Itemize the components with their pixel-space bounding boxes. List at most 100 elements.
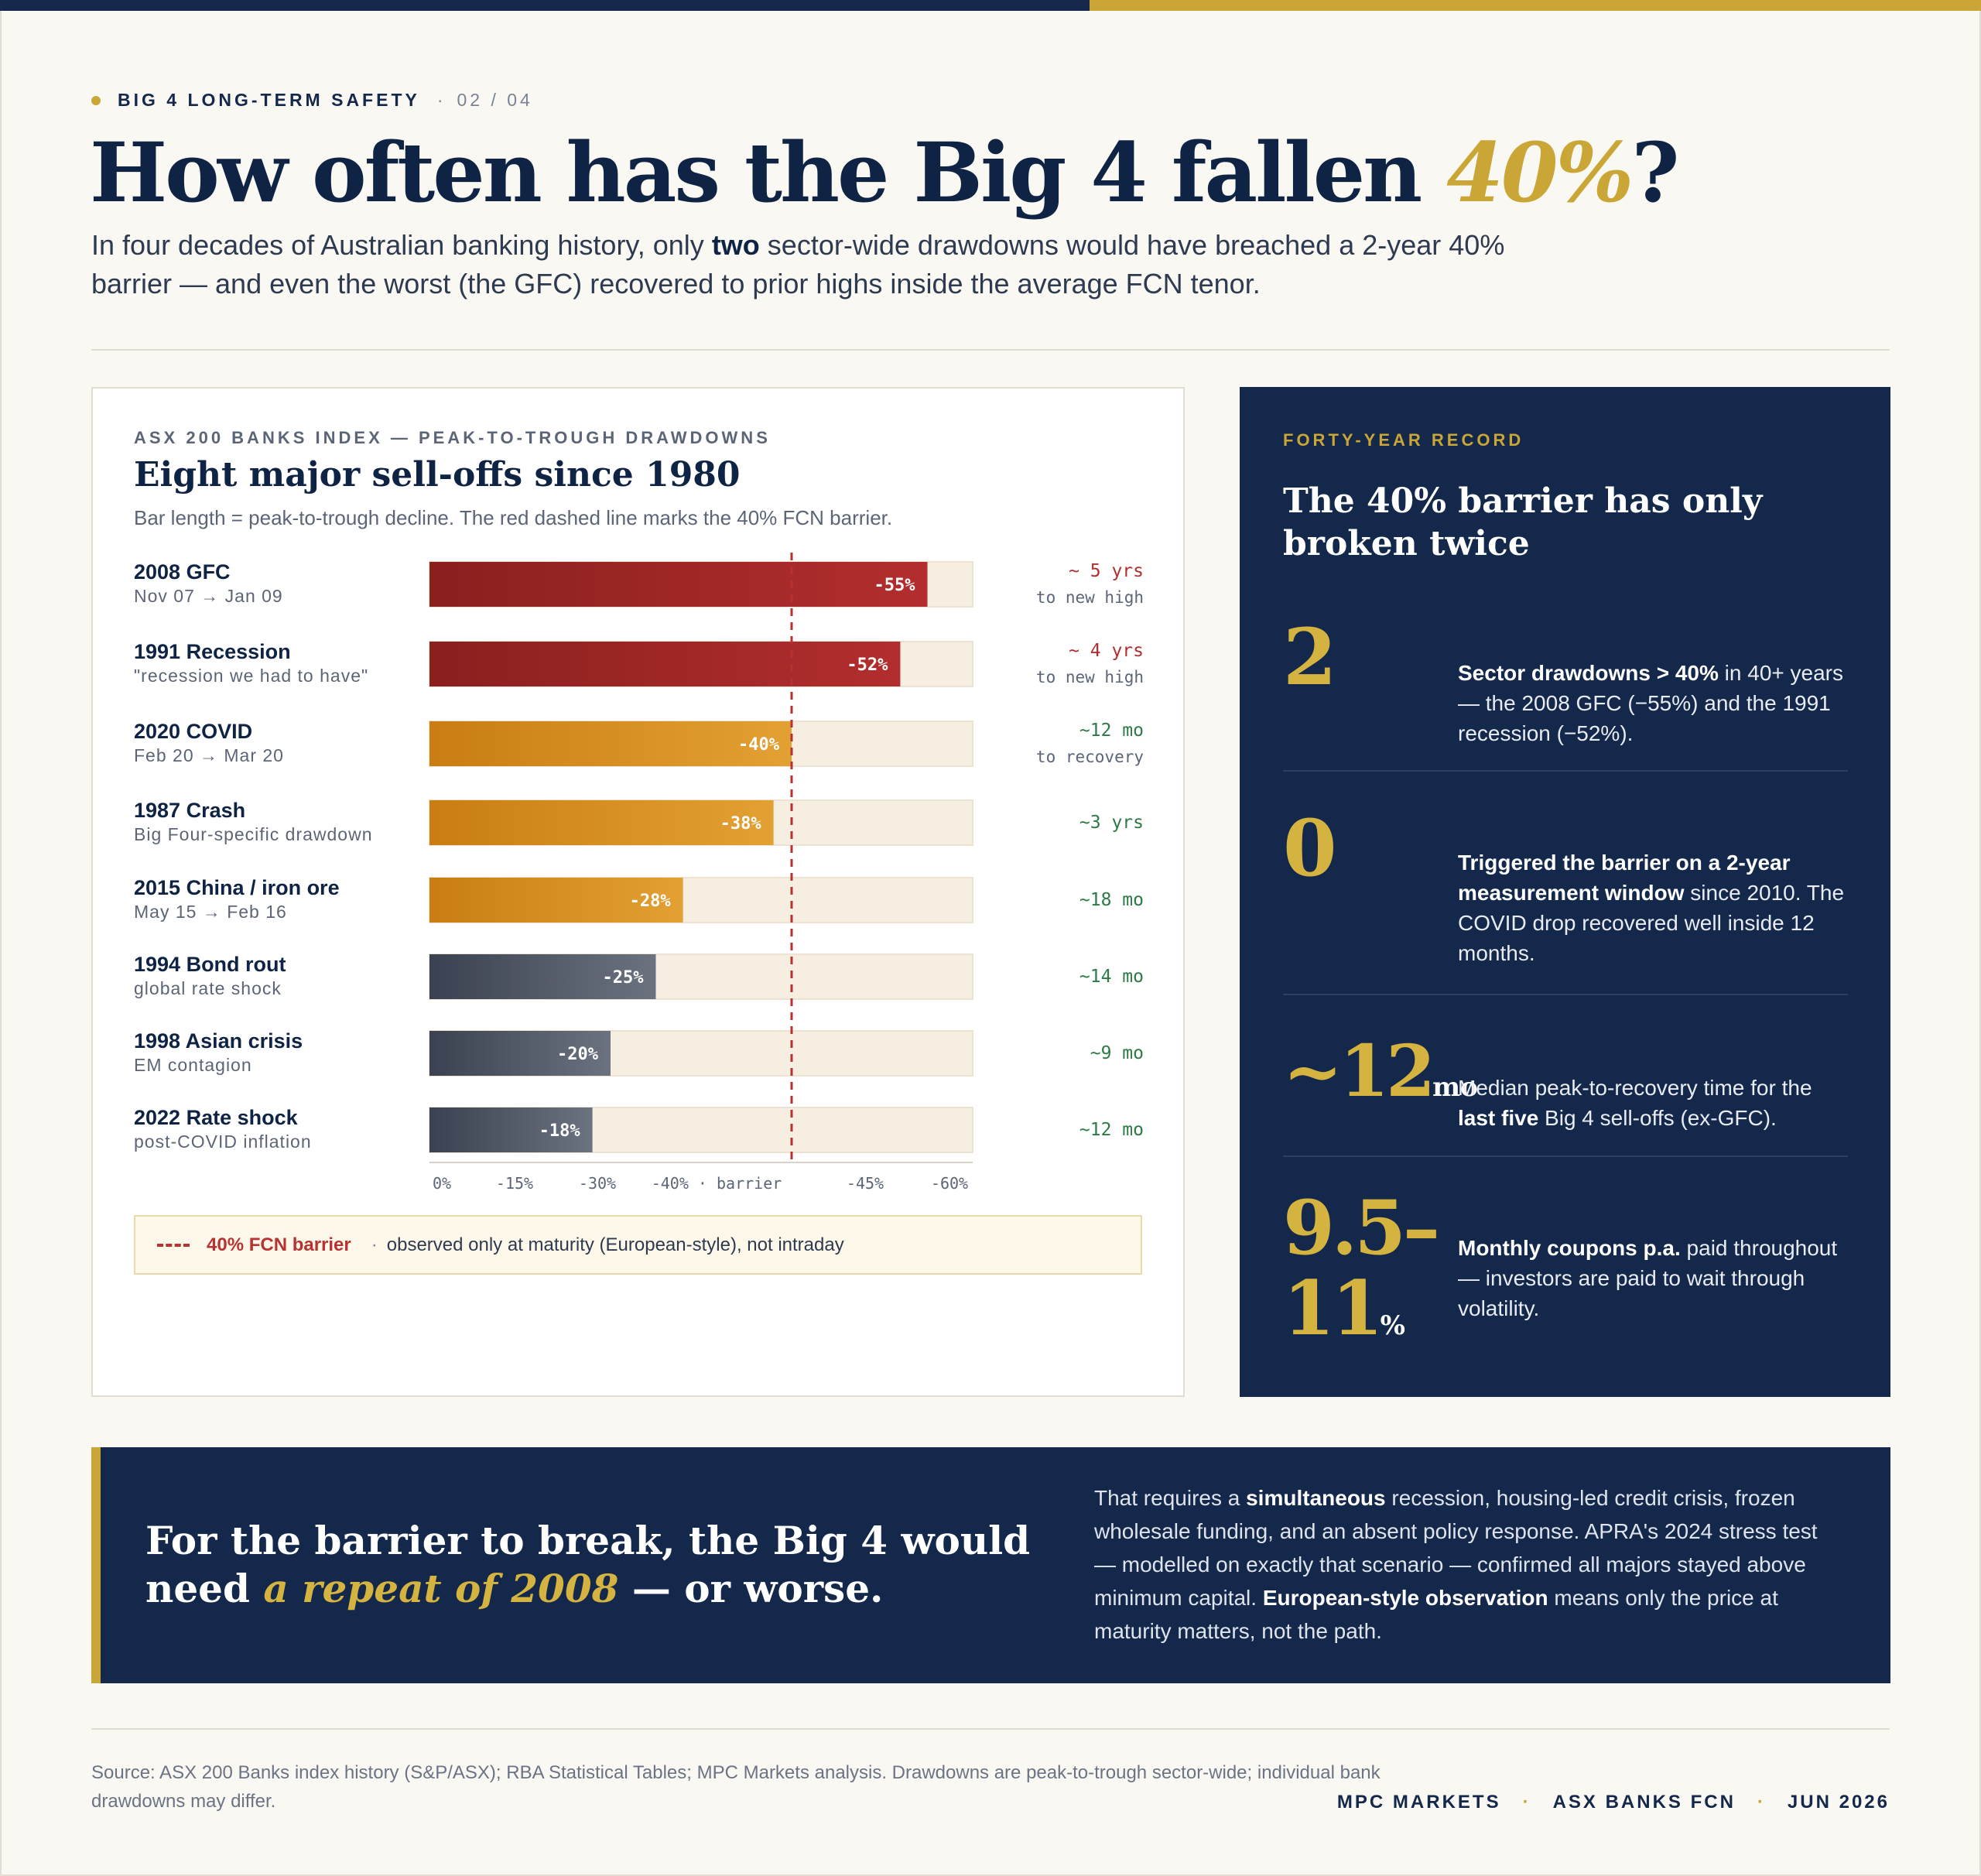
recovery-label: ~18 mo	[989, 887, 1144, 913]
bar-value-label: -20%	[557, 1045, 599, 1064]
page-title: How often has the Big 4 fallen 40%?	[90, 124, 1680, 221]
callout-body: That requires a simultaneous recession, …	[1094, 1486, 1818, 1643]
stat-value: 0	[1283, 803, 1337, 894]
bar	[429, 800, 774, 845]
record-title: The 40% barrier has only broken twice	[1283, 481, 1763, 563]
conclusion-callout: For the barrier to break, the Big 4 woul…	[91, 1447, 1890, 1683]
stat-breaches: 2 Sector drawdowns > 40% in 40+ years — …	[1283, 611, 1848, 772]
event-sublabel: "recession we had to have"	[134, 666, 369, 686]
forty-year-record-panel: FORTY-YEAR RECORD The 40% barrier has on…	[1240, 387, 1890, 1397]
bar-value-label: -25%	[603, 968, 645, 988]
event-sublabel: global rate shock	[134, 978, 282, 998]
recovery-time: ~ 4 yrs	[1069, 641, 1144, 661]
source-note: Source: ASX 200 Banks index history (S&P…	[91, 1762, 1381, 1812]
stat-coupons: 9.5– 11% Monthly coupons p.a. paid throug…	[1283, 1157, 1848, 1374]
row-label: 1991 Recession "recession we had to have"	[134, 639, 428, 687]
stat-unit: mo	[1432, 1072, 1478, 1103]
recovery-time: ~12 mo	[1079, 721, 1144, 741]
bar	[429, 954, 656, 999]
row-label: 2008 GFC Nov 07 → Jan 09	[134, 560, 428, 608]
recovery-note: to recovery	[1035, 748, 1144, 766]
event-name: 2015 China / iron ore	[134, 876, 340, 899]
brand-separator: ·	[1757, 1792, 1766, 1813]
stat-unit: %	[1380, 1310, 1405, 1341]
eyebrow-label: BIG 4 LONG-TERM SAFETY	[118, 90, 420, 110]
callout-accent-bar	[91, 1447, 101, 1683]
stat-median-recovery: ~12mo Median peak-to-recovery time for t…	[1283, 995, 1848, 1157]
row-label: 1987 Crash Big Four-specific drawdown	[134, 798, 428, 846]
bar	[429, 1031, 611, 1076]
gold-dot-icon	[91, 95, 101, 105]
bar	[429, 721, 792, 766]
product-name: ASX BANKS FCN	[1552, 1792, 1736, 1813]
stat-description: Median peak-to-recovery time for the las…	[1458, 1076, 1812, 1130]
recovery-label: ~ 4 yrs to new high	[989, 638, 1144, 690]
recovery-time: ~ 5 yrs	[1069, 561, 1144, 581]
bar-value-label: -55%	[874, 576, 916, 595]
chart-subtitle: Bar length = peak-to-trough decline. The…	[134, 506, 893, 529]
row-label: 1998 Asian crisis EM contagion	[134, 1029, 428, 1077]
event-sublabel: Big Four-specific drawdown	[134, 824, 373, 844]
recovery-label: ~ 5 yrs to new high	[989, 558, 1144, 611]
x-tick-label: -30%	[579, 1174, 616, 1193]
bar	[429, 1107, 593, 1152]
stat-value: 9.5– 11%	[1283, 1184, 1440, 1352]
bar-value-label: -18%	[539, 1121, 581, 1141]
chart-legend: 40% FCN barrier observed only at maturit…	[134, 1215, 1142, 1275]
recovery-note: to new high	[1035, 588, 1144, 607]
eyebrow-separator: ·	[436, 90, 446, 110]
bar-value-label: -52%	[847, 656, 888, 675]
stat-value: ~12mo	[1283, 1029, 1478, 1113]
brand-name: MPC MARKETS	[1336, 1792, 1501, 1813]
chart-eyebrow: ASX 200 BANKS INDEX — PEAK-TO-TROUGH DRA…	[134, 428, 771, 447]
row-label: 1994 Bond rout global rate shock	[134, 952, 428, 1000]
recovery-label: ~9 mo	[989, 1040, 1144, 1066]
stat-description: Monthly coupons p.a. paid throughout — i…	[1458, 1236, 1838, 1320]
drawdown-bar-chart: -55% -52% -40% -38% -28% -25% -20% -18% 0% -15% -3…	[429, 553, 973, 1193]
bar-value-label: -28%	[630, 892, 672, 911]
recovery-time: ~9 mo	[1090, 1043, 1144, 1063]
recovery-time: ~3 yrs	[1079, 813, 1144, 833]
x-tick-label: 0%	[433, 1174, 451, 1193]
bar	[429, 878, 683, 923]
recovery-label: ~12 mo to recovery	[989, 717, 1144, 770]
event-sublabel: post-COVID inflation	[134, 1131, 312, 1152]
bar-value-label: -40%	[738, 735, 780, 755]
stat-description: Triggered the barrier on a 2-year measur…	[1458, 851, 1845, 965]
event-name: 1998 Asian crisis	[134, 1029, 303, 1053]
recovery-time: ~14 mo	[1079, 967, 1144, 987]
footer-brand: MPC MARKETS · ASX BANKS FCN · JUN 2026	[1337, 1792, 1890, 1813]
recovery-time: ~18 mo	[1079, 890, 1144, 910]
footer-divider	[91, 1728, 1890, 1730]
brand-separator: ·	[1522, 1792, 1531, 1813]
page-subtitle: In four decades of Australian banking hi…	[91, 229, 1505, 300]
record-eyebrow: FORTY-YEAR RECORD	[1283, 430, 1524, 450]
event-name: 2022 Rate shock	[134, 1106, 298, 1129]
page-eyebrow: BIG 4 LONG-TERM SAFETY · 02 / 04	[91, 90, 533, 111]
event-name: 1987 Crash	[134, 799, 246, 822]
row-label: 2015 China / iron ore May 15 → Feb 16	[134, 875, 428, 923]
callout-quote: For the barrier to break, the Big 4 woul…	[145, 1518, 1031, 1611]
event-sublabel: May 15 → Feb 16	[134, 902, 287, 922]
bar-value-label: -38%	[720, 814, 762, 834]
dashed-line-icon	[157, 1243, 190, 1247]
bar	[429, 562, 928, 607]
bar	[429, 642, 901, 686]
stat-value: 2	[1283, 611, 1337, 703]
event-name: 1994 Bond rout	[134, 953, 286, 976]
recovery-time: ~12 mo	[1079, 1120, 1144, 1140]
event-sublabel: Nov 07 → Jan 09	[134, 586, 283, 606]
event-name: 2008 GFC	[134, 560, 231, 584]
x-tick-label: -60%	[931, 1174, 968, 1193]
x-tick-label: -15%	[496, 1174, 533, 1193]
recovery-label: ~14 mo	[989, 964, 1144, 990]
headline-accent: 40%	[1446, 124, 1634, 221]
event-sublabel: Feb 20 → Mar 20	[134, 745, 284, 765]
event-name: 1991 Recession	[134, 640, 291, 663]
chart-title: Eight major sell-offs since 1980	[134, 455, 741, 495]
stat-description: Sector drawdowns > 40% in 40+ years — th…	[1458, 661, 1843, 745]
x-tick-label: -40% · barrier	[652, 1174, 782, 1193]
recovery-label: ~12 mo	[989, 1117, 1144, 1143]
event-sublabel: EM contagion	[134, 1055, 252, 1075]
page-counter: 02 / 04	[457, 90, 533, 110]
